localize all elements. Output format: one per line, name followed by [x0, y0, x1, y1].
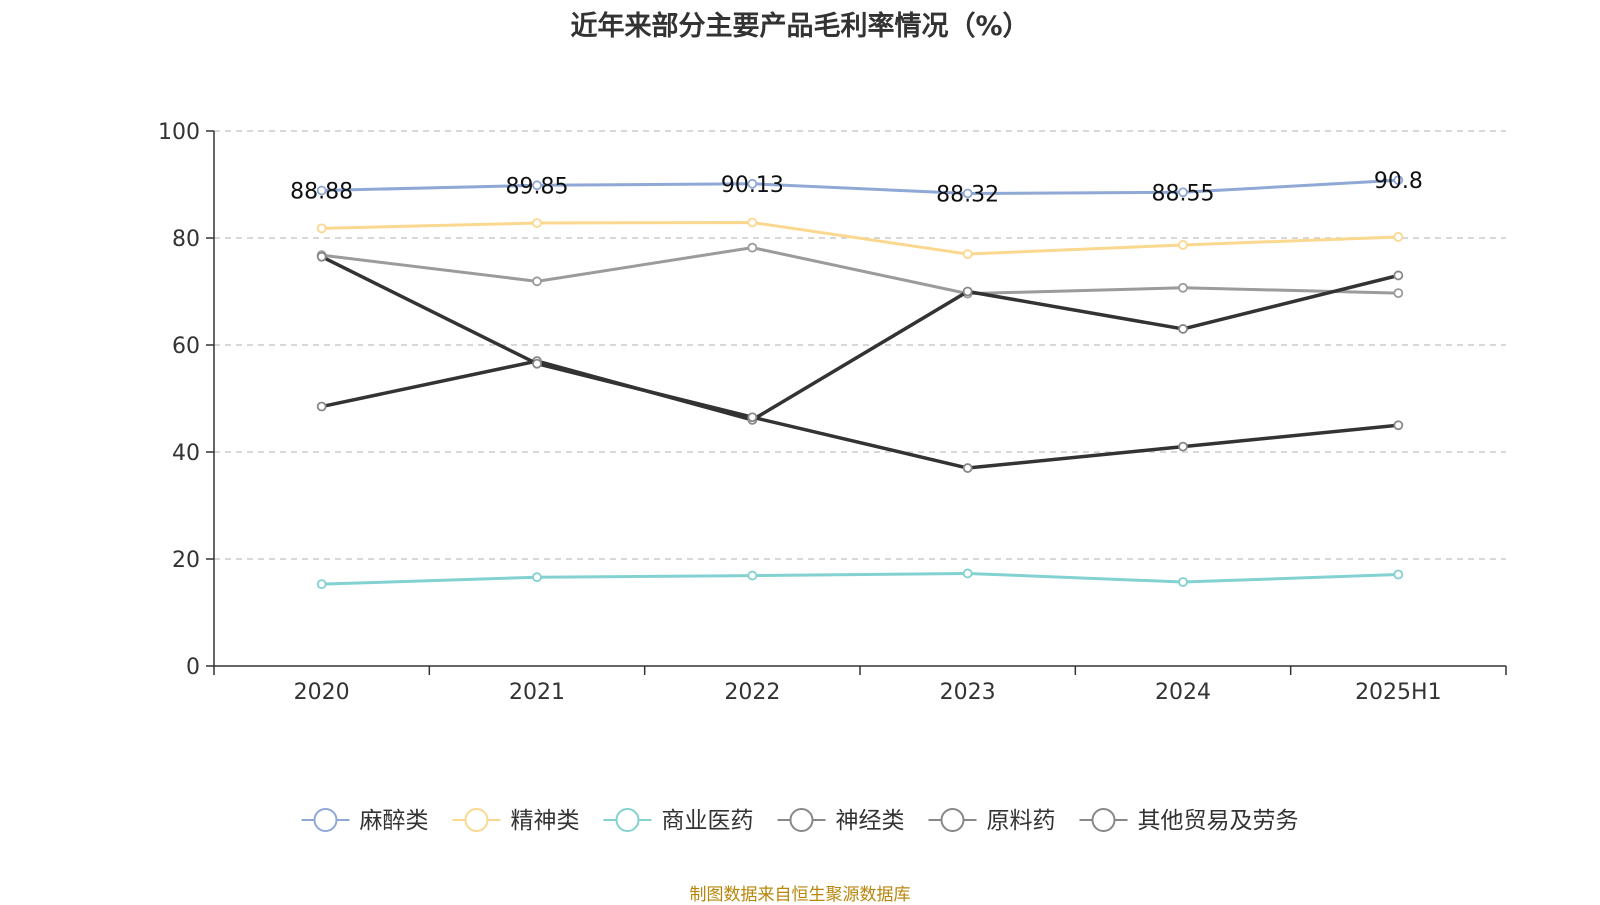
series-line-5	[319, 273, 1401, 422]
point-6-2025H1	[1393, 420, 1404, 431]
point-6-2020	[316, 251, 327, 262]
point-2-2021	[532, 218, 542, 228]
point-4-2024	[1178, 282, 1188, 293]
source-note: 制图数据来自恒生聚源数据库	[689, 885, 911, 905]
legend-marker-2	[464, 808, 489, 832]
point-3-2025H1	[1393, 569, 1404, 580]
x-tick-label-2020: 2020	[294, 680, 350, 705]
data-label-2021: 89.85	[506, 174, 569, 199]
series-line-6	[319, 254, 1401, 470]
point-2-2023	[962, 249, 973, 259]
data-label-2024: 88.55	[1152, 181, 1215, 206]
x-tick-label-2021: 2021	[509, 680, 565, 705]
series-line-1	[320, 178, 1400, 195]
legend-marker-4	[789, 808, 814, 832]
legend-item-1: 麻醉类	[301, 808, 429, 834]
data-label-2025H1: 90.8	[1374, 169, 1423, 194]
series-line-3	[320, 571, 1400, 586]
point-3-2020	[316, 579, 327, 590]
series-line-4	[320, 246, 1400, 296]
legend-item-3: 商业医药	[603, 808, 754, 834]
point-3-2024	[1178, 577, 1188, 587]
point-5-2025H1	[1393, 270, 1404, 281]
point-1-2022	[747, 178, 758, 189]
point-5-2024	[1178, 324, 1188, 334]
point-6-2023	[962, 463, 973, 473]
x-tick-label-2022: 2022	[724, 680, 780, 705]
legend-label-1: 麻醉类	[360, 808, 429, 834]
point-4-2022	[747, 242, 758, 253]
point-5-2023	[962, 286, 973, 297]
series-3	[316, 568, 1404, 590]
series-line-2	[320, 220, 1400, 256]
legend-marker-6	[1091, 808, 1116, 832]
legend-marker-5	[940, 808, 965, 832]
data-labels: 88.88 89.85 90.13 88.32 88.55 90.8	[290, 169, 1423, 207]
y-tick-label-60: 60	[172, 334, 200, 359]
point-2-2024	[1178, 240, 1188, 250]
data-label-2022: 90.13	[721, 173, 784, 198]
legend-label-5: 原料药	[987, 808, 1056, 834]
point-1-2020	[316, 185, 327, 196]
y-tick-label-40: 40	[172, 441, 200, 466]
point-1-2025H1	[1393, 175, 1404, 186]
series-1	[316, 175, 1404, 199]
point-2-2025H1	[1393, 232, 1404, 242]
series-2	[316, 217, 1404, 259]
data-label-2020: 88.88	[290, 179, 353, 204]
x-tick-label-2025H1: 2025H1	[1355, 680, 1442, 705]
legend-item-2: 精神类	[452, 808, 580, 834]
x-tick-label-2024: 2024	[1155, 680, 1211, 705]
x-tick-label-2023: 2023	[940, 680, 996, 705]
legend-item-4: 神经类	[777, 808, 905, 834]
point-3-2021	[532, 572, 542, 583]
series-lines	[316, 175, 1404, 590]
legend-marker-3	[615, 808, 640, 832]
point-1-2023	[962, 188, 973, 199]
legend-label-3: 商业医药	[662, 808, 754, 834]
point-1-2021	[532, 180, 542, 191]
point-5-2020	[316, 401, 327, 412]
point-3-2022	[747, 570, 758, 581]
series-6	[316, 251, 1404, 473]
chart-title: 近年来部分主要产品毛利率情况（%）	[570, 11, 1030, 42]
y-tick-label-80: 80	[172, 227, 200, 252]
point-2-2022	[747, 217, 758, 228]
point-6-2022	[747, 412, 758, 423]
point-3-2023	[962, 568, 973, 579]
y-tick-label-20: 20	[172, 548, 200, 573]
axes: 0 20 40 60 80 100 2020 2021 2022 2023 2024 2025H1	[158, 120, 1507, 705]
legend: 麻醉类 精神类 商业医药 神经类 原料药 其他贸易及劳务	[301, 808, 1299, 834]
legend-label-2: 精神类	[511, 808, 580, 834]
y-tick-label-100: 100	[158, 120, 200, 145]
point-4-2021	[532, 276, 542, 287]
legend-item-5: 原料药	[928, 808, 1056, 834]
series-5	[316, 270, 1404, 425]
point-2-2020	[316, 223, 327, 234]
legend-label-6: 其他贸易及劳务	[1138, 808, 1299, 834]
point-6-2021	[532, 358, 542, 369]
point-6-2024	[1178, 441, 1188, 452]
legend-marker-1	[313, 808, 338, 832]
data-label-2023: 88.32	[936, 182, 999, 207]
point-1-2024	[1178, 187, 1188, 198]
series-4	[316, 242, 1404, 299]
legend-item-6: 其他贸易及劳务	[1079, 808, 1299, 834]
point-4-2025H1	[1393, 288, 1404, 299]
y-tick-label-0: 0	[186, 655, 200, 680]
legend-label-4: 神经类	[836, 808, 905, 834]
gridlines	[214, 130, 1506, 560]
